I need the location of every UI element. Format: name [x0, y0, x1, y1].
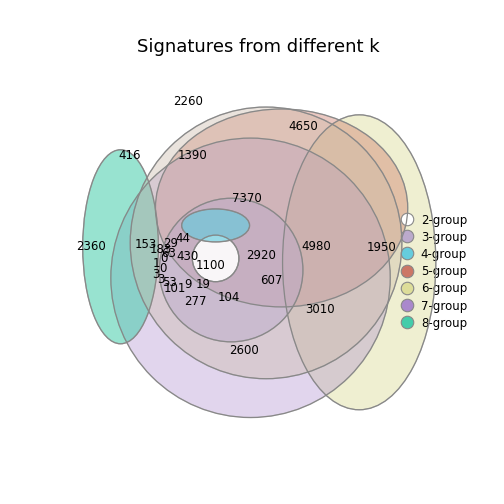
Legend: 2-group, 3-group, 4-group, 5-group, 6-group, 7-group, 8-group: 2-group, 3-group, 4-group, 5-group, 6-gr…	[402, 214, 467, 330]
Text: 1: 1	[153, 257, 160, 270]
Text: 3010: 3010	[305, 303, 335, 316]
Text: 153: 153	[135, 238, 157, 251]
Text: 0: 0	[161, 252, 168, 265]
Text: 4650: 4650	[288, 120, 318, 133]
Ellipse shape	[130, 107, 402, 379]
Text: 416: 416	[118, 149, 141, 162]
Text: 430: 430	[176, 250, 199, 263]
Text: 3: 3	[153, 268, 160, 281]
Ellipse shape	[159, 198, 303, 342]
Text: 53: 53	[162, 276, 176, 289]
Text: 2260: 2260	[173, 95, 204, 108]
Text: 44: 44	[175, 232, 190, 245]
Text: 1100: 1100	[196, 259, 226, 272]
Text: 607: 607	[260, 274, 283, 287]
Ellipse shape	[155, 109, 408, 307]
Text: 29: 29	[163, 237, 178, 250]
Ellipse shape	[83, 150, 158, 344]
Text: 9: 9	[184, 278, 192, 291]
Text: 63: 63	[162, 247, 176, 260]
Text: 4980: 4980	[301, 240, 332, 253]
Text: 19: 19	[196, 278, 210, 291]
Title: Signatures from different k: Signatures from different k	[137, 38, 380, 56]
Text: 101: 101	[164, 282, 186, 295]
Text: 1950: 1950	[367, 241, 397, 254]
Ellipse shape	[111, 138, 390, 417]
Text: 7370: 7370	[232, 192, 262, 205]
Text: 104: 104	[218, 291, 240, 304]
Text: 277: 277	[184, 295, 207, 308]
Text: 2600: 2600	[229, 344, 259, 357]
Text: 0: 0	[159, 263, 166, 275]
Ellipse shape	[193, 235, 239, 282]
Ellipse shape	[283, 115, 436, 410]
Text: 3: 3	[157, 273, 165, 286]
Text: 2360: 2360	[76, 240, 105, 253]
Ellipse shape	[181, 209, 249, 242]
Text: 1390: 1390	[177, 149, 207, 162]
Text: 2920: 2920	[246, 249, 276, 262]
Text: 183: 183	[150, 242, 172, 256]
